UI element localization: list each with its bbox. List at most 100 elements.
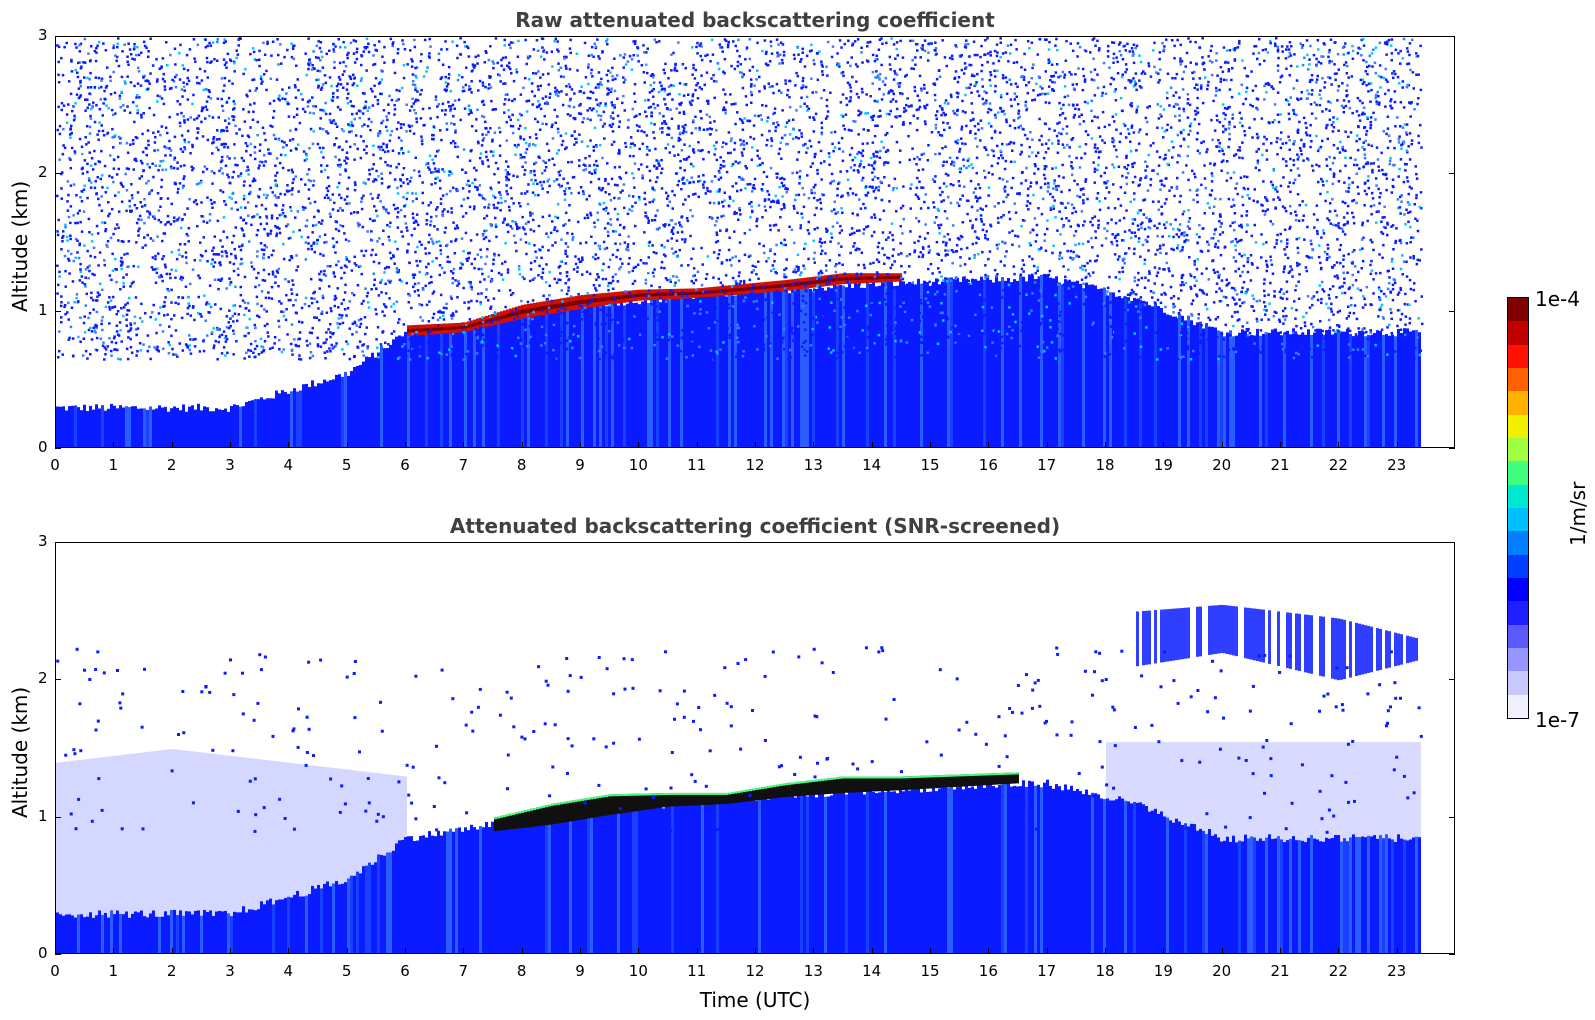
colorbar-segment [1508, 577, 1528, 602]
y-tick-label: 3 [38, 532, 48, 550]
x-tick-mark [871, 442, 873, 448]
x-tick-label: 9 [575, 456, 585, 474]
x-tick-mark [171, 442, 173, 448]
y-tick-mark [55, 448, 61, 449]
y-tick-mark [55, 679, 61, 681]
x-tick-mark [463, 442, 465, 448]
x-tick-label: 15 [920, 456, 940, 474]
x-tick-label: 4 [283, 962, 294, 980]
colorbar-min-label: 1e-7 [1535, 708, 1580, 732]
x-tick-label: 0 [50, 456, 60, 474]
heatmap-raw [56, 37, 1424, 447]
x-tick-label: 0 [50, 962, 60, 980]
x-tick-mark [230, 948, 231, 954]
y-tick-mark [1449, 679, 1455, 681]
y-tick-label: 2 [38, 163, 48, 182]
x-axis-label: Time (UTC) [699, 988, 811, 1012]
x-tick-mark [1338, 948, 1340, 954]
x-tick-mark [346, 948, 348, 954]
colorbar-segment [1508, 461, 1528, 485]
y-tick-label: 2 [38, 669, 48, 688]
x-tick-mark [1163, 442, 1165, 448]
heatmap-screened [56, 604, 1423, 953]
x-tick-label: 8 [516, 456, 527, 474]
x-tick-mark [55, 442, 56, 448]
colorbar-segment [1508, 624, 1528, 648]
x-tick-label: 21 [1270, 456, 1290, 474]
x-tick-mark [463, 948, 465, 954]
x-tick-mark [521, 442, 523, 448]
colorbar-segment [1508, 344, 1528, 368]
colorbar-segment [1508, 414, 1528, 438]
y-tick-label: 3 [38, 26, 48, 44]
x-tick-label: 12 [745, 962, 765, 980]
y-axis-label-screened: Altitude (km) [8, 686, 32, 818]
x-tick-mark [521, 948, 523, 954]
y-tick-mark [1449, 816, 1455, 818]
y-tick-mark [55, 310, 61, 312]
x-tick-mark [930, 948, 931, 954]
x-tick-mark [171, 948, 173, 954]
chart-title-screened: Attenuated backscattering coefficient (S… [449, 514, 1061, 538]
x-tick-label: 21 [1270, 962, 1290, 980]
plot-area-screened [55, 542, 1455, 954]
x-tick-label: 8 [516, 962, 527, 980]
colorbar-segment [1508, 321, 1528, 345]
x-tick-mark [638, 948, 640, 954]
x-tick-label: 17 [1037, 456, 1057, 474]
x-tick-label: 6 [400, 456, 410, 474]
x-tick-label: 23 [1387, 962, 1407, 980]
x-tick-mark [405, 442, 406, 448]
y-tick-mark [55, 173, 61, 175]
colorbar-unit-label: 1/m/sr [1566, 481, 1590, 546]
colorbar [1507, 297, 1529, 719]
x-tick-mark [113, 948, 115, 954]
x-tick-mark [988, 948, 990, 954]
x-tick-label: 22 [1328, 456, 1348, 474]
y-tick-label: 1 [38, 300, 48, 319]
x-tick-mark [755, 948, 756, 954]
x-tick-label: 12 [745, 456, 765, 474]
x-tick-mark [1280, 948, 1281, 954]
x-tick-label: 13 [803, 962, 823, 980]
y-tick-mark [55, 542, 61, 543]
x-tick-mark [1338, 442, 1340, 448]
plot-area-raw [55, 36, 1455, 448]
x-tick-mark [346, 442, 348, 448]
y-tick-mark [1449, 310, 1455, 312]
x-tick-label: 11 [687, 962, 707, 980]
colorbar-segment [1508, 484, 1528, 508]
x-tick-label: 19 [1153, 456, 1173, 474]
x-tick-mark [696, 442, 698, 448]
x-tick-mark [696, 948, 698, 954]
x-tick-mark [930, 442, 931, 448]
x-tick-label: 14 [862, 456, 882, 474]
colorbar-segment [1508, 601, 1528, 625]
x-tick-label: 20 [1212, 456, 1232, 474]
y-tick-mark [55, 36, 61, 37]
y-tick-label: 0 [38, 944, 48, 962]
x-tick-mark [1280, 442, 1281, 448]
colorbar-segment [1508, 647, 1528, 672]
x-tick-label: 5 [341, 962, 352, 980]
x-tick-label: 5 [341, 456, 352, 474]
colorbar-segment [1508, 437, 1528, 462]
x-tick-label: 3 [225, 962, 235, 980]
chart-title-raw: Raw attenuated backscattering coefficien… [515, 8, 995, 32]
x-tick-mark [1396, 948, 1398, 954]
x-tick-label: 10 [628, 456, 648, 474]
x-tick-mark [1163, 948, 1165, 954]
x-tick-mark [580, 948, 581, 954]
x-tick-mark [1221, 442, 1223, 448]
y-tick-mark [1449, 954, 1455, 955]
x-tick-mark [1105, 442, 1106, 448]
x-tick-label: 19 [1153, 962, 1173, 980]
x-tick-label: 16 [978, 456, 998, 474]
y-tick-label: 1 [38, 806, 48, 825]
y-tick-mark [1449, 173, 1455, 175]
x-tick-label: 18 [1095, 456, 1115, 474]
x-tick-label: 1 [108, 962, 119, 980]
x-tick-mark [638, 442, 640, 448]
x-tick-mark [813, 442, 815, 448]
x-tick-mark [580, 442, 581, 448]
